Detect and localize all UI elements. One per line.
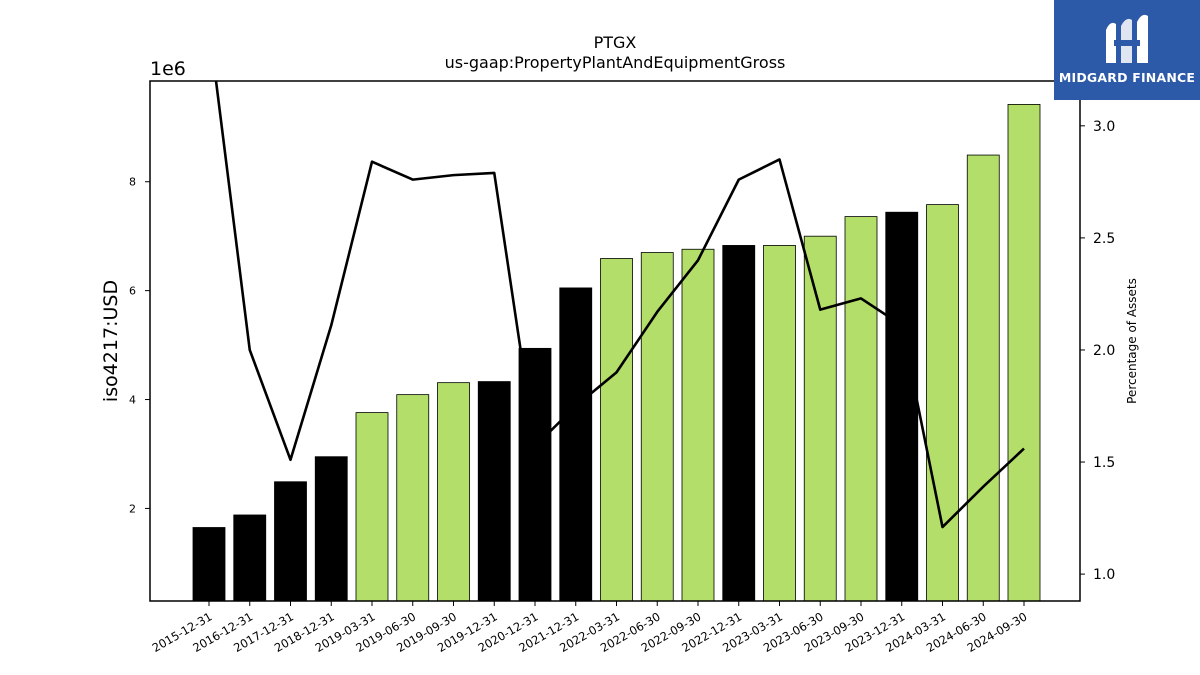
bar-2022-06-30 xyxy=(640,252,674,602)
y2-tick-label: 1.5 xyxy=(1093,455,1115,471)
bar-2024-03-31 xyxy=(926,204,959,602)
bar-2020-12-31 xyxy=(518,347,552,602)
y2-tick-label: 3.0 xyxy=(1093,119,1115,135)
bar-2022-03-31 xyxy=(600,258,633,602)
percentage-line xyxy=(214,81,1025,529)
bar-2024-06-30 xyxy=(966,154,1000,602)
y2-tick-label: 1.0 xyxy=(1093,567,1115,583)
bar-2021-12-31 xyxy=(559,287,593,602)
bars xyxy=(192,104,1041,602)
bar-2016-12-31 xyxy=(233,514,267,602)
y-offset-label: 1e6 xyxy=(150,58,186,80)
plot-frame xyxy=(149,80,1081,602)
y2-tick-label: 2.5 xyxy=(1093,231,1115,247)
midgard-logo: MIDGARD FINANCE xyxy=(1054,0,1200,100)
bar-2019-06-30 xyxy=(396,394,430,602)
bar-2018-12-31 xyxy=(314,456,348,602)
bar-2024-09-30 xyxy=(1007,104,1041,602)
chart-subtitle: us-gaap:PropertyPlantAndEquipmentGross xyxy=(445,53,786,72)
bar-2019-12-31 xyxy=(477,381,511,602)
bar-2023-03-31 xyxy=(763,245,796,602)
logo-text: MIDGARD FINANCE xyxy=(1058,70,1196,85)
chart-title: PTGX xyxy=(594,33,637,52)
bar-2023-06-30 xyxy=(803,235,837,602)
bar-2015-12-31 xyxy=(192,527,226,602)
bar-2019-03-31 xyxy=(355,412,389,602)
percentage-line-group xyxy=(214,81,1025,529)
bar-2017-12-31 xyxy=(274,481,307,602)
y2-axis-label: Percentage of Assets xyxy=(1125,278,1139,404)
y-tick-label: 6 xyxy=(129,285,136,298)
bar-2019-09-30 xyxy=(437,382,470,602)
y2-tick-label: 2.0 xyxy=(1093,343,1115,359)
y-axis-label: iso4217:USD xyxy=(100,280,122,402)
bar-2023-09-30 xyxy=(844,216,878,602)
y-tick-label: 2 xyxy=(129,502,136,515)
y-tick-label: 4 xyxy=(129,394,136,407)
y-tick-label: 8 xyxy=(129,176,136,189)
bar-2022-09-30 xyxy=(681,248,715,602)
bar-2023-12-31 xyxy=(885,211,919,602)
midgard-logo-icon xyxy=(1106,14,1148,63)
bar-2022-12-31 xyxy=(722,245,756,602)
